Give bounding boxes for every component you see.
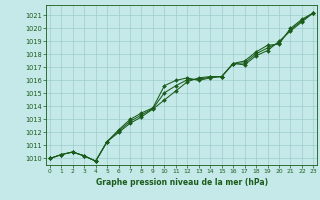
X-axis label: Graphe pression niveau de la mer (hPa): Graphe pression niveau de la mer (hPa) [96,178,268,187]
